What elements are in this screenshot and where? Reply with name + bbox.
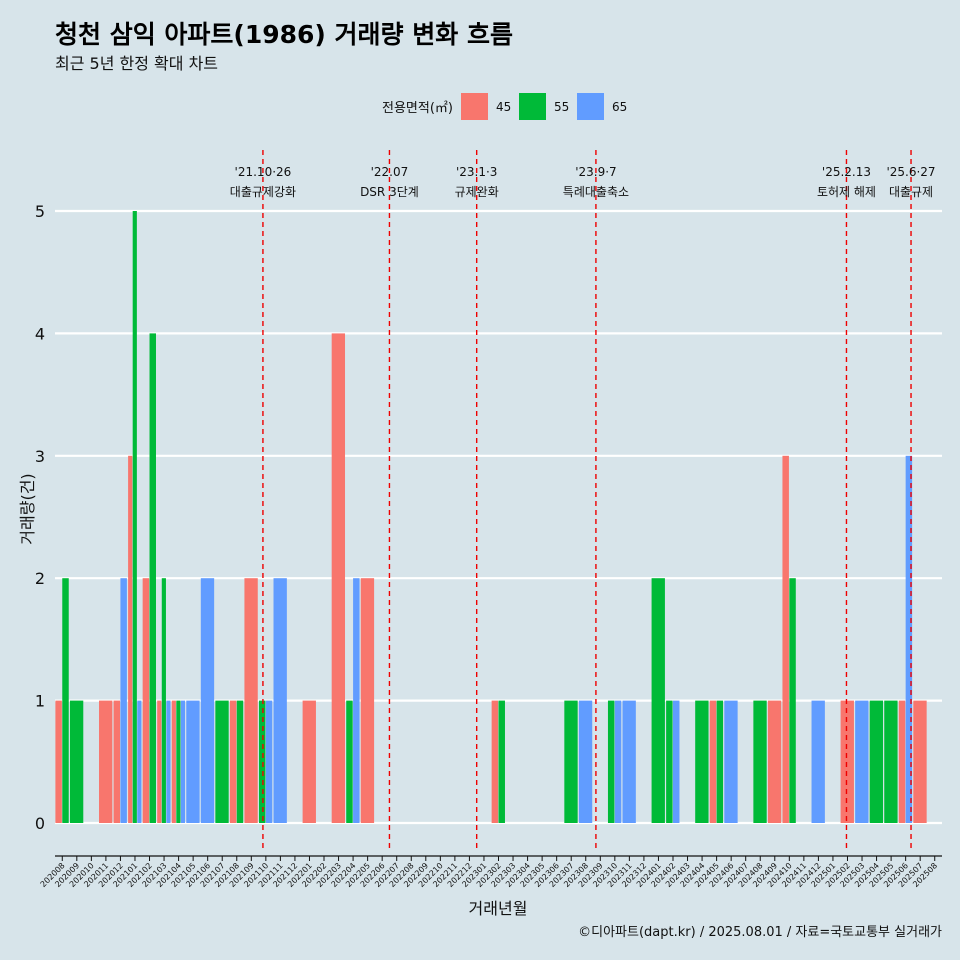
bar-202302-45 — [491, 700, 499, 823]
bar-202310-65 — [614, 700, 622, 823]
legend-label-45: 45 — [496, 100, 511, 114]
event-lines: '21.10·26 대출규제강화 '22.07 DSR 3단계 '23.1·3 규제완화 '… — [230, 150, 936, 850]
bar-202108-55 — [236, 700, 244, 823]
bar-202410-45 — [782, 455, 789, 823]
event-date-label-4: '25.2.13 — [822, 165, 871, 179]
bar-202101-65 — [137, 700, 142, 823]
legend-label-65: 65 — [612, 100, 627, 114]
bar-202412-65 — [811, 700, 825, 823]
gridlines: 0 1 2 3 4 5 — [35, 202, 942, 833]
bar-202009-55 — [69, 700, 84, 823]
bar-202302-55 — [498, 700, 505, 823]
bar-202308-65 — [578, 700, 593, 823]
legend-label-55: 55 — [554, 100, 569, 114]
bar-202110-55 — [258, 700, 266, 823]
legend-swatch-55 — [519, 93, 546, 120]
bar-202502-45 — [840, 700, 854, 823]
chart-title: 청천 삼익 아파트(1986) 거래량 변화 흐름 — [55, 20, 513, 49]
bars — [55, 211, 927, 823]
bar-202106-65 — [200, 578, 215, 823]
bar-202105-65 — [186, 700, 200, 823]
bar-202109-45 — [244, 578, 258, 823]
bar-202104-65 — [180, 700, 186, 823]
bar-202505-55 — [884, 700, 898, 823]
bar-202104-55 — [176, 700, 181, 823]
bar-202311-65 — [622, 700, 636, 823]
bar-202204-65 — [353, 578, 360, 823]
bar-202201-45 — [302, 700, 316, 823]
bar-202402-65 — [672, 700, 680, 823]
bar-202104-45 — [171, 700, 176, 823]
y-tick-label-4: 4 — [35, 324, 45, 343]
event-desc-label-2: 규제완화 — [455, 185, 499, 199]
bar-202101-55 — [132, 211, 137, 823]
caption: ©디아파트(dapt.kr) / 2025.08.01 / 자료=국토교통부 실… — [578, 925, 942, 940]
bar-202108-45 — [229, 700, 237, 823]
bar-202008-45 — [55, 700, 62, 823]
y-tick-label-2: 2 — [35, 569, 45, 588]
bar-202405-45 — [709, 700, 717, 823]
bar-202204-55 — [346, 700, 353, 823]
event-desc-label-4: 토허제 해제 — [817, 185, 876, 199]
bar-202012-65 — [120, 578, 127, 823]
event-date-label-3: '23.9·7 — [575, 165, 616, 179]
event-date-label-5: '25.6·27 — [886, 165, 935, 179]
bar-202404-55 — [695, 700, 709, 823]
bar-202405-55 — [716, 700, 724, 823]
bar-202103-55 — [161, 578, 166, 823]
bar-202103-45 — [157, 700, 162, 823]
y-tick-label-1: 1 — [35, 692, 45, 711]
event-date-label-2: '23.1·3 — [456, 165, 497, 179]
bar-202408-55 — [753, 700, 767, 823]
bar-202103-65 — [166, 700, 171, 823]
axes: 2020082020092020102020112020122021012021… — [39, 855, 942, 889]
x-axis-title: 거래년월 — [469, 899, 528, 918]
event-date-label-1: '22.07 — [371, 165, 409, 179]
bar-202011-45 — [99, 700, 113, 823]
bar-202012-45 — [113, 700, 121, 823]
bar-202410-55 — [789, 578, 796, 823]
bar-202310-55 — [607, 700, 615, 823]
legend-swatch-45 — [461, 93, 488, 120]
event-desc-label-3: 특례대출축소 — [563, 185, 629, 199]
bar-202307-55 — [564, 700, 578, 823]
y-tick-label-0: 0 — [35, 814, 45, 833]
legend-title: 전용면적(㎡) — [382, 101, 453, 116]
chart-subtitle: 최근 5년 한정 확대 차트 — [55, 54, 218, 73]
bar-202506-65 — [905, 455, 913, 823]
legend: 전용면적(㎡) 45 55 65 — [382, 93, 627, 120]
bar-202506-45 — [898, 700, 906, 823]
bar-202107-55 — [215, 700, 229, 823]
bar-202008-55 — [62, 578, 69, 823]
event-desc-label-1: DSR 3단계 — [360, 185, 419, 199]
bar-202203-45 — [331, 333, 346, 823]
bar-202507-45 — [913, 700, 927, 823]
y-tick-label-5: 5 — [35, 202, 45, 221]
bar-202406-65 — [724, 700, 738, 823]
bar-202102-55 — [149, 333, 156, 823]
bar-202101-45 — [128, 455, 133, 823]
y-axis-title: 거래량(건) — [18, 473, 37, 544]
bar-202111-65 — [273, 578, 287, 823]
bar-202504-55 — [869, 700, 884, 823]
bar-202205-45 — [360, 578, 375, 823]
bar-202409-45 — [767, 700, 782, 823]
bar-202102-45 — [142, 578, 150, 823]
bar-202503-65 — [855, 700, 869, 823]
y-tick-label-3: 3 — [35, 447, 45, 466]
event-desc-label-0: 대출규제강화 — [230, 185, 296, 199]
bar-202402-55 — [666, 700, 673, 823]
bar-202110-65 — [265, 700, 273, 823]
event-date-label-0: '21.10·26 — [235, 165, 292, 179]
bar-202401-55 — [651, 578, 665, 823]
event-desc-label-5: 대출규제 — [889, 185, 933, 199]
legend-swatch-65 — [577, 93, 604, 120]
